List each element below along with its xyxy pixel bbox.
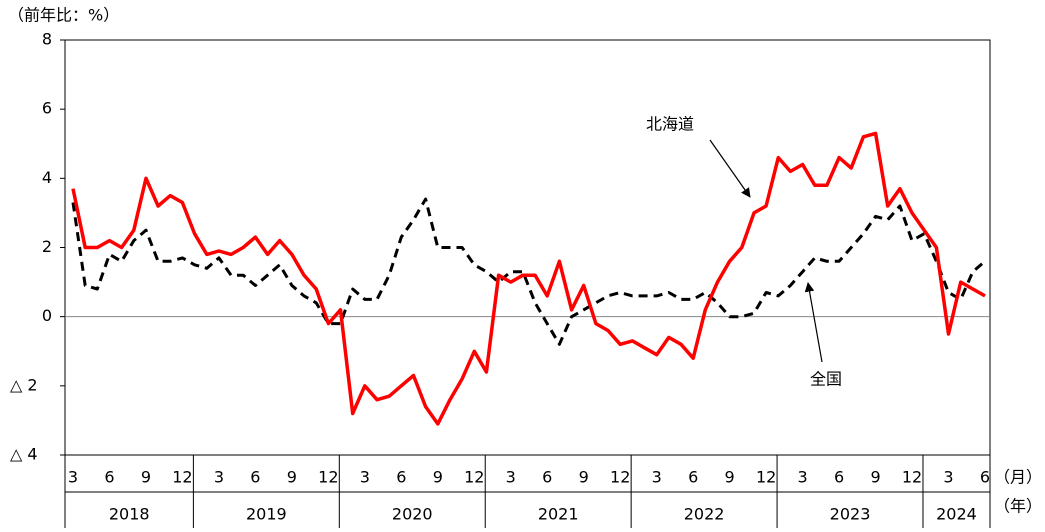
x-tick-label: 9 <box>725 468 735 487</box>
y-tick-label: △ 4 <box>10 445 38 464</box>
x-tick-label: 6 <box>980 468 990 487</box>
x-tick-label: 3 <box>943 468 953 487</box>
x-tick-label: 3 <box>360 468 370 487</box>
x-tick-label: 12 <box>464 468 484 487</box>
x-tick-label: 9 <box>287 468 297 487</box>
year-label: 2019 <box>246 505 287 524</box>
x-tick-label: 3 <box>652 468 662 487</box>
x-tick-label: 6 <box>250 468 260 487</box>
x-tick-label: 12 <box>318 468 338 487</box>
y-axis-label: （前年比：%） <box>8 6 119 25</box>
year-label: 2022 <box>684 505 725 524</box>
x-tick-label: 3 <box>798 468 808 487</box>
year-label: 2023 <box>830 505 871 524</box>
series-line <box>71 197 986 346</box>
x-tick-label: 12 <box>756 468 776 487</box>
x-tick-label: 12 <box>902 468 922 487</box>
y-tick-label: 6 <box>42 99 52 118</box>
x-tick-label: 6 <box>104 468 114 487</box>
year-label: 2021 <box>538 505 579 524</box>
y-tick-label: 8 <box>42 30 52 49</box>
x-tick-label: 6 <box>542 468 552 487</box>
annotation-arrow <box>709 139 751 198</box>
annotation-arrow <box>804 282 823 363</box>
x-tick-label: 6 <box>688 468 698 487</box>
x-tick-label: 3 <box>68 468 78 487</box>
year-unit-label: （年） <box>994 497 1042 516</box>
x-tick-label: 6 <box>396 468 406 487</box>
y-tick-label: 2 <box>42 237 52 256</box>
x-tick-label: 12 <box>172 468 192 487</box>
x-tick-label: 3 <box>506 468 516 487</box>
y-tick-label: △ 2 <box>10 375 38 394</box>
x-unit-label: （月） <box>994 468 1042 487</box>
x-tick-label: 12 <box>610 468 630 487</box>
x-tick-label: 3 <box>214 468 224 487</box>
x-tick-label: 9 <box>579 468 589 487</box>
y-tick-label: 4 <box>42 168 52 187</box>
legend-label: 北海道 <box>646 115 694 134</box>
x-tick-label: 9 <box>433 468 443 487</box>
y-tick-label: 0 <box>42 306 52 325</box>
x-tick-label: 6 <box>834 468 844 487</box>
x-tick-label: 9 <box>141 468 151 487</box>
year-label: 2020 <box>392 505 433 524</box>
year-label: 2024 <box>936 505 977 524</box>
year-label: 2018 <box>109 505 150 524</box>
series-line <box>71 131 986 426</box>
x-tick-label: 9 <box>870 468 880 487</box>
legend-label: 全国 <box>810 370 842 389</box>
